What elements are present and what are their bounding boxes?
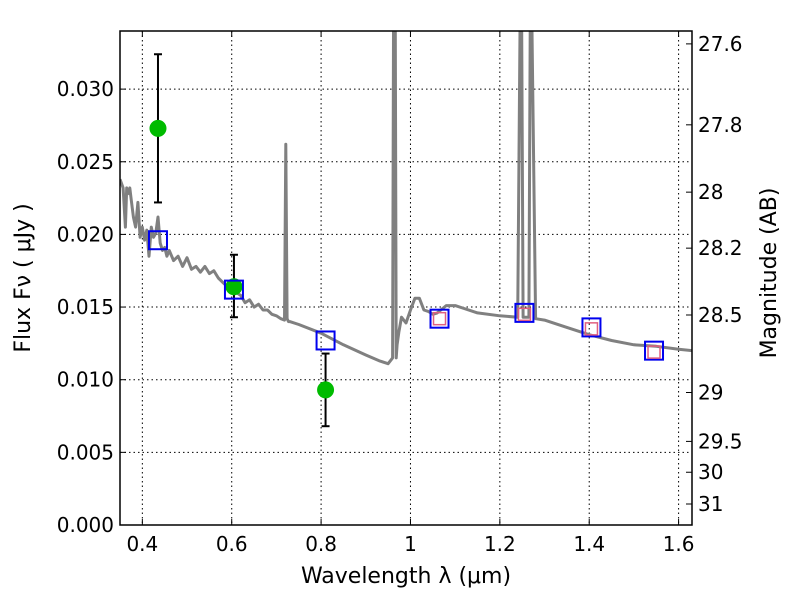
model-point xyxy=(644,340,665,361)
x-tick-label: 1 xyxy=(404,532,417,556)
model-point xyxy=(147,230,168,251)
y2-tick-label: 29 xyxy=(698,380,723,404)
y-tick-label: 0.030 xyxy=(57,77,114,101)
x-tick-label: 0.6 xyxy=(216,532,248,556)
observed-point xyxy=(317,381,335,399)
y2-tick-label: 30 xyxy=(698,460,723,484)
observed-point xyxy=(149,119,167,137)
x-axis-label: Wavelength λ (μm) xyxy=(301,564,511,589)
predicted-point xyxy=(584,322,599,336)
plot-area xyxy=(120,31,692,428)
y2-tick-label: 28.2 xyxy=(698,236,743,260)
y2-tick-label: 31 xyxy=(698,492,723,516)
grid-lines xyxy=(120,31,692,526)
x-tick-label: 1.4 xyxy=(573,532,605,556)
spectrum-line xyxy=(120,31,692,366)
y-tick-label: 0.010 xyxy=(57,368,114,392)
predicted-point xyxy=(432,311,447,326)
y2-tick-label: 28.5 xyxy=(698,303,743,327)
y2-tick-label: 27.8 xyxy=(698,113,743,137)
model-point xyxy=(514,302,535,323)
axis-ticks: 0.4 0.6 0.8 1 1.2 1.4 1.6 0.000 0.005 0.010 0.015 0… xyxy=(57,31,743,556)
y2-tick-label: 29.5 xyxy=(698,429,743,453)
y-tick-label: 0.005 xyxy=(57,440,114,464)
x-tick-label: 0.8 xyxy=(305,532,337,556)
predicted-point xyxy=(517,307,532,322)
y2-tick-label: 27.6 xyxy=(698,32,743,56)
x-tick-label: 1.2 xyxy=(484,532,516,556)
x-tick-label: 0.4 xyxy=(126,532,158,556)
plot-frame xyxy=(119,30,693,526)
y2-axis-label: Magnitude (AB) xyxy=(757,188,782,359)
y-tick-label: 0.000 xyxy=(57,513,114,537)
model-point xyxy=(429,308,450,329)
model-point xyxy=(315,330,336,351)
y-tick-label: 0.020 xyxy=(57,222,114,246)
model-point xyxy=(581,317,602,338)
y-tick-label: 0.025 xyxy=(57,150,114,174)
y-tick-label: 0.015 xyxy=(57,295,114,319)
y2-tick-label: 28 xyxy=(698,180,723,204)
predicted-point xyxy=(647,345,661,359)
x-tick-label: 1.6 xyxy=(663,532,695,556)
model-point xyxy=(223,279,244,300)
y-axis-label: Flux Fν ( μJy ) xyxy=(11,203,36,352)
